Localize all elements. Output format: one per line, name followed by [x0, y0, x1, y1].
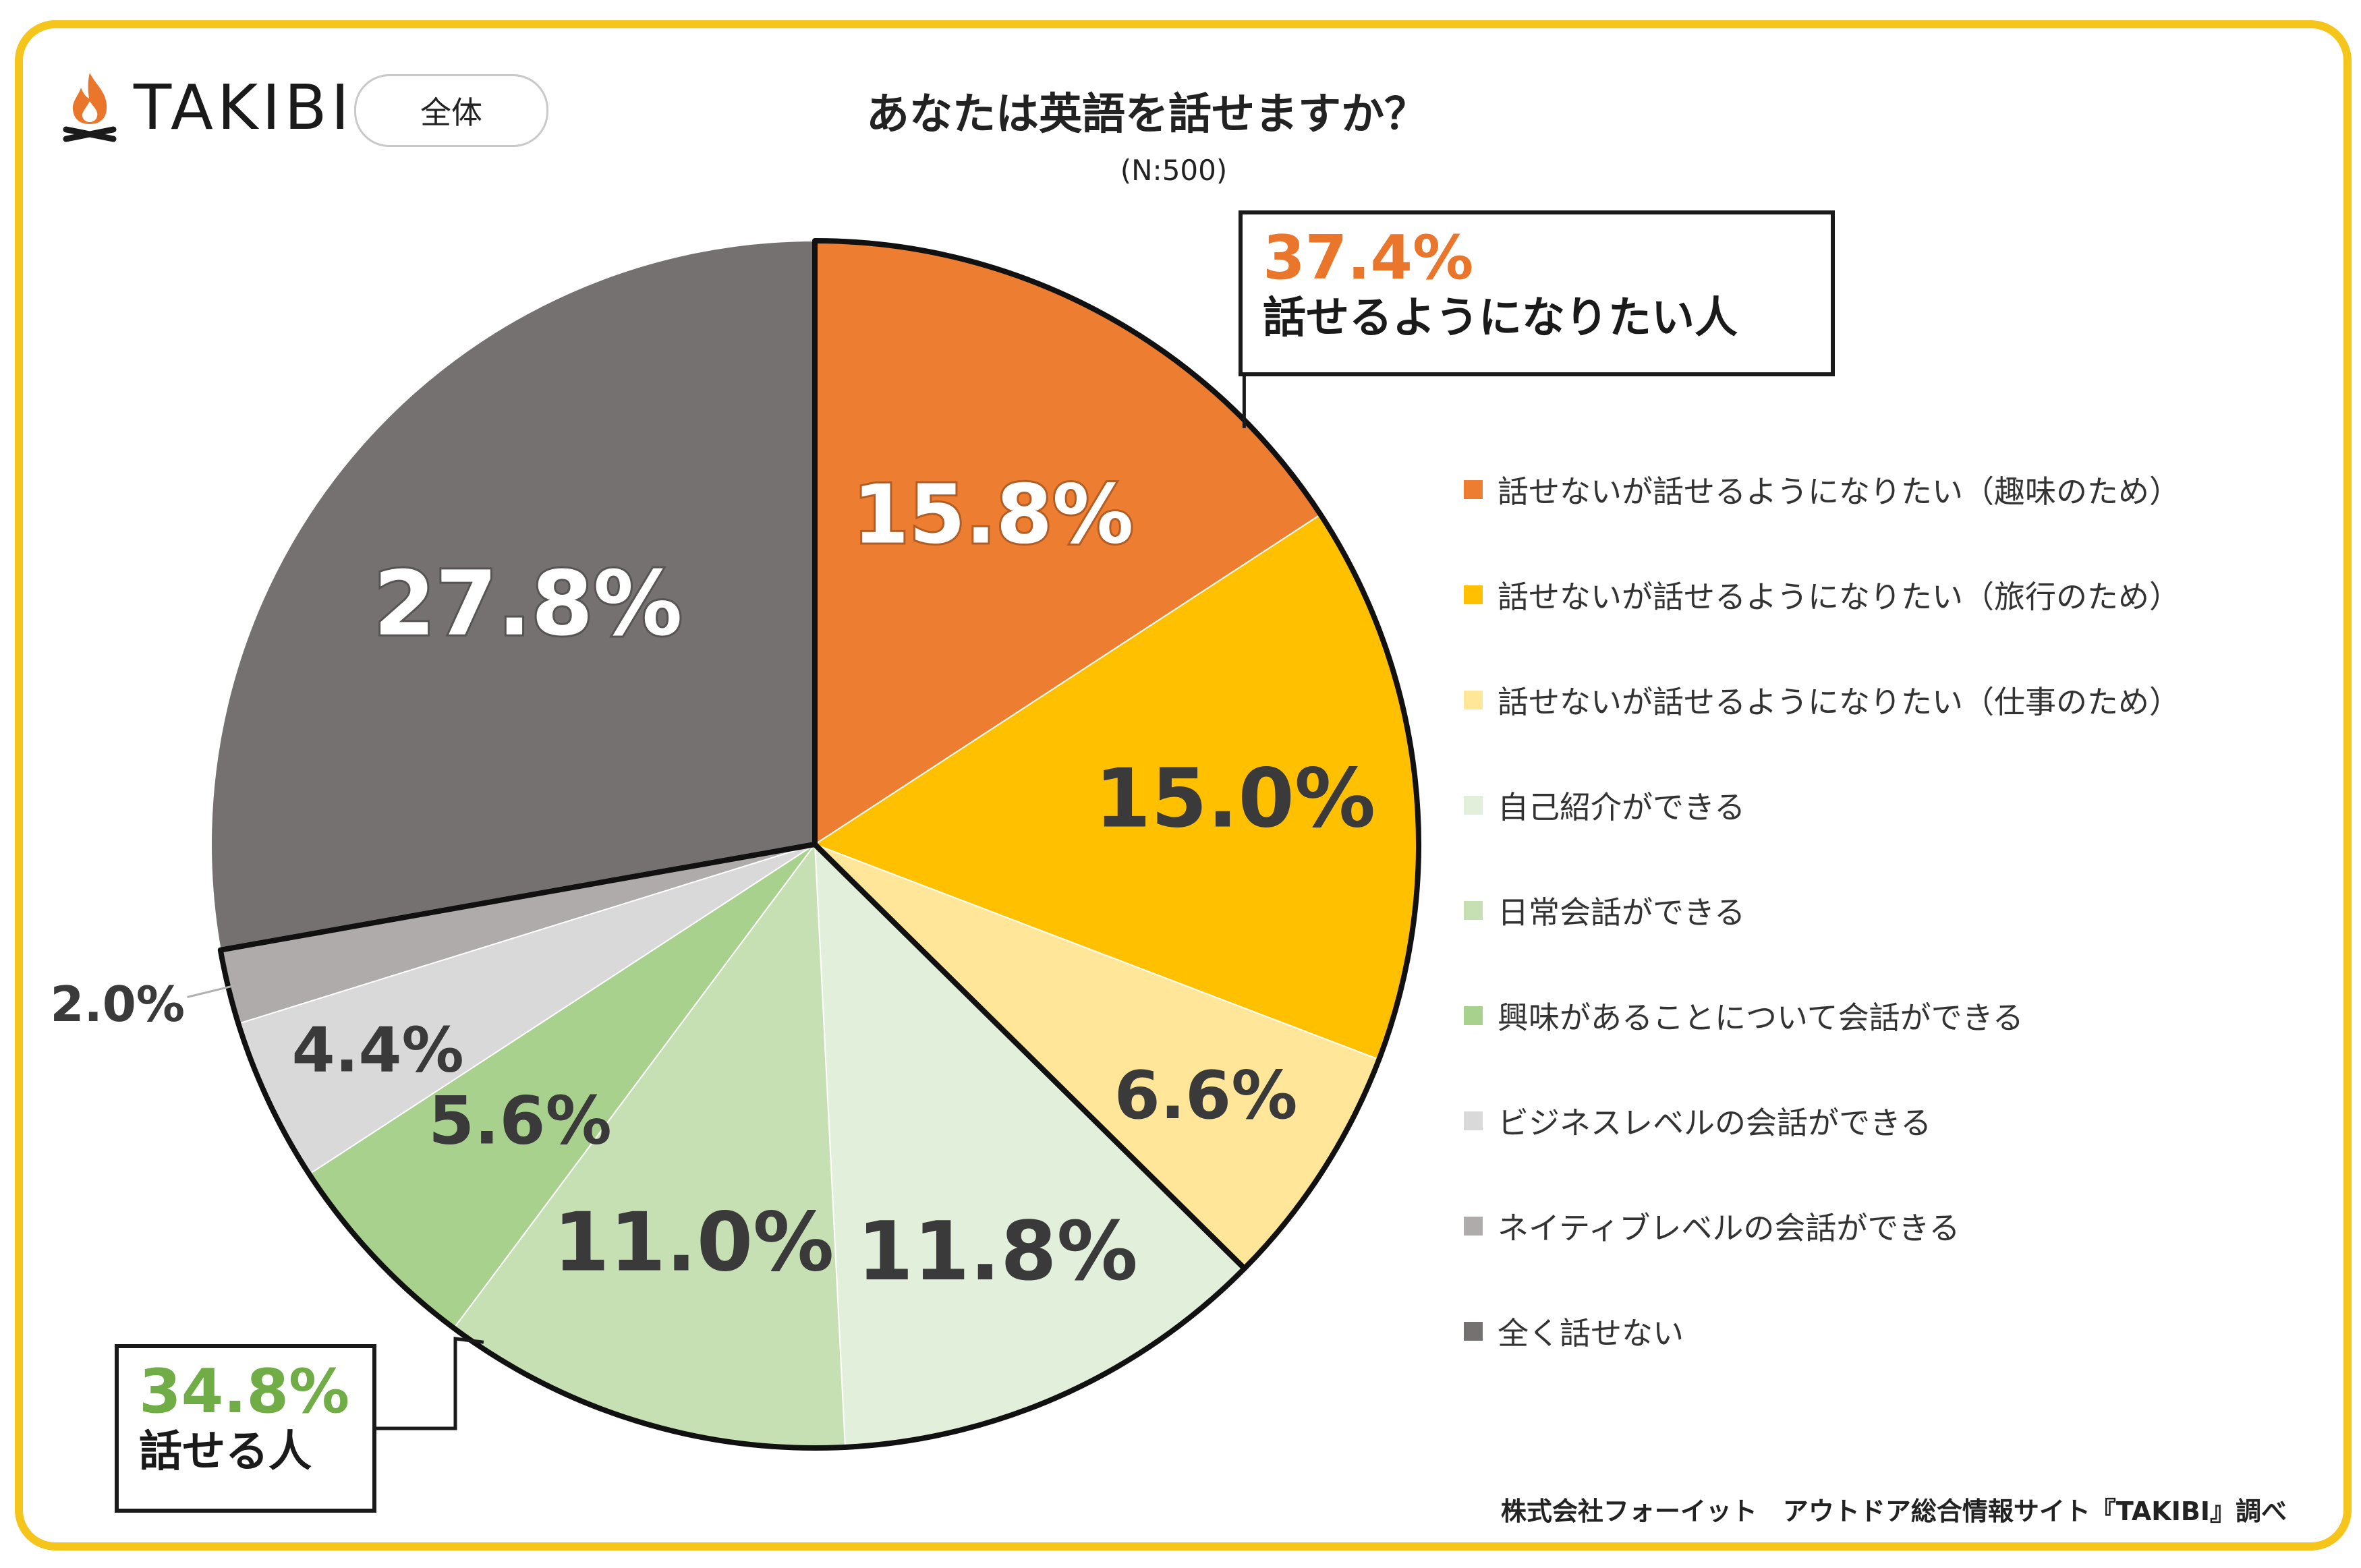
slice-label-leader: [187, 985, 235, 998]
chart-title: あなたは英語を話せますか？: [866, 90, 1427, 140]
legend-label: 日常会話ができる: [1498, 894, 1746, 931]
legend-item-5: 日常会話ができる: [1464, 858, 2180, 963]
legend-item-7: ビジネスレベルの会話ができる: [1464, 1068, 2180, 1173]
pie-slices: [210, 239, 1419, 1449]
campfire-icon: [63, 73, 117, 142]
source-note: 株式会社フォーイット アウトドア総合情報サイト『TAKIBI』調べ: [1500, 1497, 2287, 1526]
legend-label: ネイティブレベルの会話ができる: [1498, 1210, 1960, 1246]
legend-item-2: 話せないが話せるようになりたい（旅行のため）: [1464, 542, 2180, 647]
slice-label-4: 11.8%: [857, 1205, 1137, 1299]
group-outlines: [217, 238, 1421, 1451]
legend-item-3: 話せないが話せるようになりたい（仕事のため）: [1464, 647, 2180, 753]
slice-label-1: 15.8%: [853, 469, 1133, 562]
slice-labels: 15.8% 15.0% 6.6% 11.8%11.0% 5.6%4.4% 2.0% 27.8…: [50, 467, 1375, 1299]
slice-label-8: 2.0%: [50, 976, 185, 1033]
legend-swatch: [1464, 901, 1483, 920]
legend-swatch: [1464, 1322, 1483, 1341]
connector-can: [376, 1337, 484, 1430]
legend-swatch: [1464, 1217, 1483, 1236]
legend-item-8: ネイティブレベルの会話ができる: [1464, 1173, 2180, 1279]
legend-label: 興味があることについて会話ができる: [1498, 999, 2024, 1036]
slice-label-6: 5.6%: [428, 1082, 612, 1159]
legend-item-4: 自己紹介ができる: [1464, 753, 2180, 858]
legend-label: 話せないが話せるようになりたい（仕事のため）: [1498, 684, 2180, 720]
legend-swatch: [1464, 585, 1483, 604]
group-outline-1: [812, 238, 1421, 1271]
legend-swatch: [1464, 1006, 1483, 1025]
legend-label: 全く話せない: [1498, 1315, 1684, 1352]
callout-can-percent: 34.8%: [139, 1356, 350, 1427]
chart-legend: 話せないが話せるようになりたい（趣味のため） 話せないが話せるようになりたい（旅行…: [1464, 437, 2180, 1384]
legend-swatch: [1464, 796, 1483, 815]
legend-label: 話せないが話せるようになりたい（旅行のため）: [1498, 579, 2180, 615]
slice-label-3: 6.6%: [1114, 1057, 1298, 1134]
segment-badge: 全体: [354, 74, 548, 147]
slice-label-7: 4.4%: [292, 1014, 464, 1086]
legend-swatch: [1464, 1111, 1483, 1130]
callout-want-to-speak: 37.4% 話せるようになりたい人: [1239, 210, 1835, 376]
legend-label: 話せないが話せるようになりたい（趣味のため）: [1498, 473, 2180, 510]
pie-slice-9: [210, 239, 816, 951]
legend-label: ビジネスレベルの会話ができる: [1498, 1105, 1932, 1141]
slice-label-9: 27.8%: [374, 552, 683, 656]
legend-item-6: 興味があることについて会話ができる: [1464, 963, 2180, 1068]
callout-want-label: 話せるようになりたい人: [1263, 293, 1738, 343]
legend-item-1: 話せないが話せるようになりたい（趣味のため）: [1464, 437, 2180, 542]
brand-logo: TAKIBI: [61, 71, 353, 145]
legend-swatch: [1464, 480, 1483, 499]
group-outline-2: [217, 842, 1247, 1451]
legend-swatch: [1464, 691, 1483, 709]
callout-want-percent: 37.4%: [1263, 223, 1474, 293]
chart-subtitle: (N:500): [1120, 154, 1228, 187]
legend-label: 自己紹介ができる: [1498, 789, 1746, 825]
callout-can-label: 話せる人: [139, 1426, 312, 1477]
callout-can-speak: 34.8% 話せる人: [115, 1344, 376, 1513]
slice-label-2: 15.0%: [1095, 753, 1375, 846]
slice-label-5: 11.0%: [553, 1196, 834, 1289]
brand-name: TAKIBI: [134, 71, 353, 144]
legend-item-9: 全く話せない: [1464, 1279, 2180, 1384]
